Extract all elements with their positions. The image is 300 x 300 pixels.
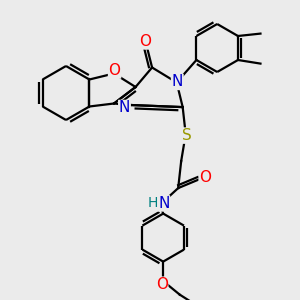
Text: O: O [199, 170, 211, 185]
Text: N: N [172, 74, 183, 89]
Text: H: H [148, 196, 158, 210]
Text: O: O [156, 277, 168, 292]
Text: O: O [109, 63, 121, 78]
Text: S: S [182, 128, 192, 143]
Text: N: N [119, 100, 130, 116]
Text: N: N [158, 196, 169, 211]
Text: O: O [139, 34, 151, 49]
